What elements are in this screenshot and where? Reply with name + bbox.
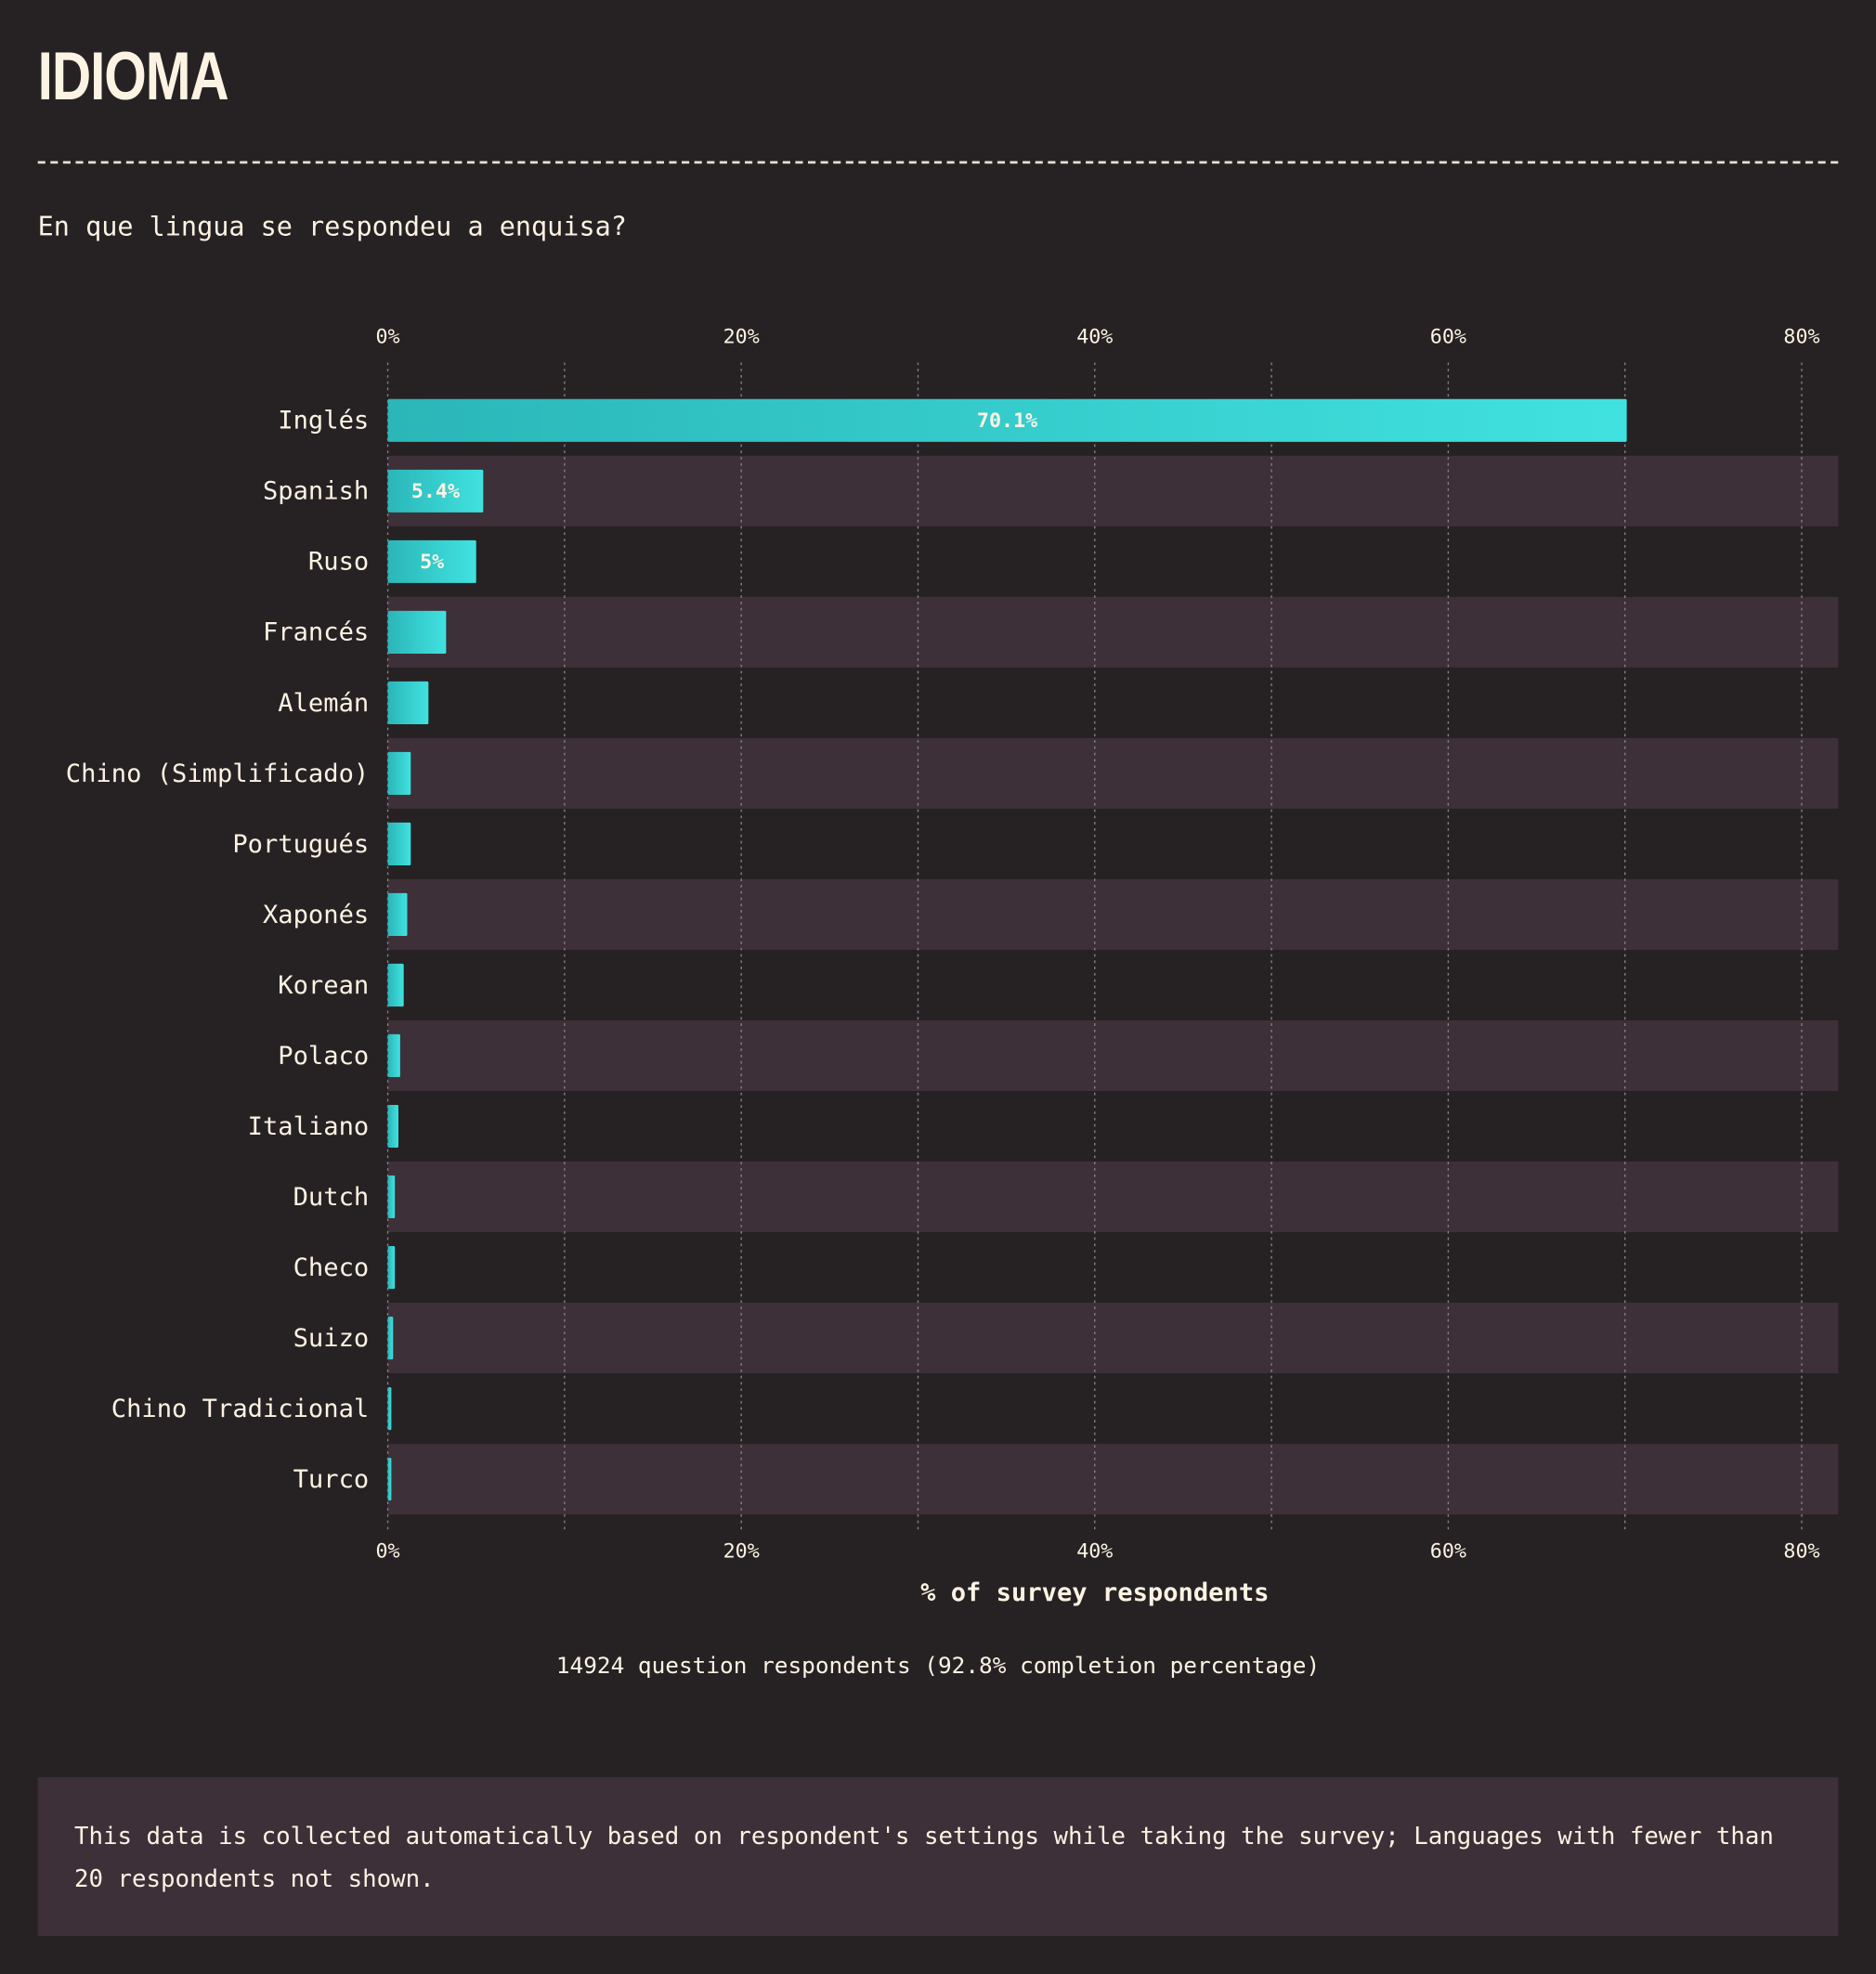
value-label: 5% <box>420 551 444 574</box>
subtitle: En que lingua se respondeu a enquisa? <box>37 211 627 242</box>
chart: 70.1% 5.4% 5% 0% 0% 20% 20% 40% 40% 60% 60% 80% 80%… <box>66 325 1839 1679</box>
row-stripe <box>387 1161 1839 1233</box>
bar <box>387 892 408 936</box>
divider <box>37 161 1839 164</box>
bar <box>387 1033 400 1078</box>
bar <box>387 1387 392 1431</box>
respondents-note: 14924 question respondents (92.8% comple… <box>556 1652 1320 1679</box>
x-tick-label-top: 60% <box>1430 325 1466 348</box>
y-tick-label: Alemán <box>278 689 369 718</box>
x-tick-label-bottom: 40% <box>1076 1540 1113 1564</box>
bar <box>387 751 411 795</box>
footnote: This data is collected automatically bas… <box>37 1777 1839 1937</box>
bar <box>387 822 411 865</box>
y-tick-label: Ruso <box>308 548 369 577</box>
row-stripe <box>387 455 1839 526</box>
bar <box>387 469 484 513</box>
y-tick-label: Chino (Simplificado) <box>66 760 369 788</box>
bar <box>387 1245 396 1290</box>
y-tick-label: Dutch <box>293 1183 370 1212</box>
value-label: 5.4% <box>411 480 460 503</box>
row-stripe <box>387 737 1839 809</box>
y-tick-label: Portugués <box>232 830 369 859</box>
row-stripe <box>387 596 1839 668</box>
x-tick-label-top: 40% <box>1076 325 1113 348</box>
bar <box>387 539 476 583</box>
y-tick-label: Checo <box>293 1253 370 1282</box>
bar <box>387 681 429 724</box>
x-tick-label-top: 20% <box>723 325 760 348</box>
y-tick-label: Xaponés <box>263 901 369 929</box>
title: IDIOMA <box>37 39 229 115</box>
y-tick-label: Korean <box>278 971 369 1000</box>
bar <box>387 1458 392 1501</box>
y-tick-label: Italiano <box>248 1112 370 1141</box>
y-tick-label: Polaco <box>278 1042 369 1071</box>
y-tick-label: Turco <box>293 1465 370 1494</box>
bar <box>387 1104 398 1149</box>
x-tick-label-bottom: 0% <box>375 1540 399 1564</box>
bar <box>387 963 404 1007</box>
y-tick-label: Inglés <box>278 407 369 435</box>
x-tick-label-top: 0% <box>375 325 399 348</box>
bar <box>387 398 1627 442</box>
x-axis-label: % of survey respondents <box>920 1578 1269 1607</box>
bar <box>387 610 447 654</box>
x-tick-label-bottom: 60% <box>1430 1540 1466 1564</box>
bar <box>387 1316 394 1360</box>
y-tick-label: Spanish <box>263 477 369 506</box>
row-stripe <box>387 878 1839 950</box>
x-tick-label-bottom: 80% <box>1783 1540 1819 1564</box>
row-stripe <box>387 1444 1839 1515</box>
value-label: 70.1% <box>977 409 1037 433</box>
y-tick-label: Suizo <box>293 1324 370 1353</box>
y-tick-label: Francés <box>263 618 369 647</box>
y-tick-label: Chino Tradicional <box>111 1395 369 1423</box>
bar <box>387 1175 396 1219</box>
x-tick-label-bottom: 20% <box>723 1540 760 1564</box>
x-tick-label-top: 80% <box>1783 325 1819 348</box>
row-stripe <box>387 1019 1839 1091</box>
row-stripe <box>387 1303 1839 1374</box>
